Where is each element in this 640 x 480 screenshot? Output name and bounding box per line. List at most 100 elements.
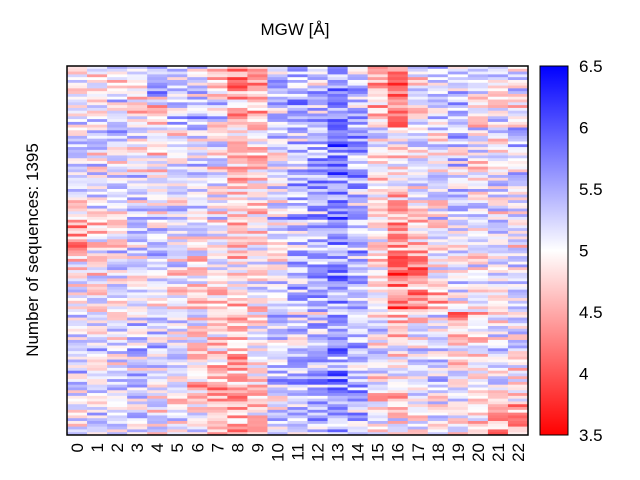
heatmap-cell xyxy=(87,211,108,215)
heatmap-cell xyxy=(107,325,128,330)
heatmap-cell xyxy=(327,426,349,430)
heatmap-cell xyxy=(127,309,148,313)
heatmap-cell xyxy=(427,264,449,268)
heatmap-cell xyxy=(427,253,449,257)
heatmap-cell xyxy=(87,432,108,436)
heatmap-cell xyxy=(507,356,529,360)
heatmap-cell xyxy=(367,91,389,95)
heatmap-cell xyxy=(427,110,449,114)
heatmap-cell xyxy=(287,191,308,195)
heatmap-cell xyxy=(267,258,288,263)
heatmap-cell xyxy=(327,398,349,402)
heatmap-cell xyxy=(107,270,128,274)
heatmap-cell xyxy=(367,158,389,162)
heatmap-cell xyxy=(307,208,328,212)
heatmap-cell xyxy=(387,211,409,215)
heatmap-cell xyxy=(327,247,349,251)
heatmap-cell xyxy=(447,216,469,221)
heatmap-cell xyxy=(387,214,409,218)
heatmap-cell xyxy=(487,272,509,277)
heatmap-cell xyxy=(367,247,389,251)
heatmap-cell xyxy=(207,353,228,358)
heatmap-cell xyxy=(427,401,449,405)
heatmap-cell xyxy=(387,370,409,374)
heatmap-cell xyxy=(247,337,268,341)
heatmap-cell xyxy=(327,407,349,411)
colorbar-tick-label: 6 xyxy=(579,119,588,138)
heatmap-cell xyxy=(467,141,489,145)
heatmap-cell xyxy=(447,236,469,240)
heatmap-cell xyxy=(507,306,529,310)
heatmap-cell xyxy=(127,228,148,232)
heatmap-cell xyxy=(487,247,509,251)
heatmap-cell xyxy=(307,314,328,318)
heatmap-cell xyxy=(147,370,168,374)
heatmap-cell xyxy=(387,270,409,274)
heatmap-cell xyxy=(407,116,429,120)
heatmap-cell xyxy=(507,393,529,397)
heatmap-cell xyxy=(67,334,88,338)
heatmap-cell xyxy=(127,135,148,140)
heatmap-cell xyxy=(187,423,208,428)
heatmap-cell xyxy=(347,292,369,296)
heatmap-cell xyxy=(167,177,188,182)
heatmap-cell xyxy=(187,102,208,106)
heatmap-cell xyxy=(327,74,349,78)
heatmap-cell xyxy=(427,138,449,142)
heatmap-cell xyxy=(407,169,429,173)
heatmap-cell xyxy=(387,79,409,84)
colorbar-tick-label: 5.5 xyxy=(579,180,603,199)
heatmap-cell xyxy=(427,133,449,137)
heatmap-cell xyxy=(467,253,489,257)
heatmap-cell xyxy=(287,208,308,212)
x-tick-label: 4 xyxy=(148,443,167,452)
heatmap-cell xyxy=(487,225,509,229)
heatmap-cell xyxy=(227,267,248,271)
heatmap-cell xyxy=(227,197,248,201)
heatmap-cell xyxy=(87,149,108,154)
heatmap-cell xyxy=(267,71,288,75)
heatmap-cell xyxy=(447,418,469,422)
heatmap-cell xyxy=(307,105,328,109)
heatmap-cell xyxy=(167,395,188,400)
heatmap-cell xyxy=(107,99,128,103)
heatmap-cell xyxy=(327,133,349,137)
heatmap-cell xyxy=(207,309,228,313)
heatmap-cell xyxy=(247,208,268,212)
heatmap-cell xyxy=(347,303,369,307)
heatmap-cell xyxy=(467,415,489,419)
heatmap-cell xyxy=(67,298,88,302)
heatmap-cell xyxy=(447,432,469,436)
heatmap-cell xyxy=(507,233,529,237)
heatmap-cell xyxy=(187,281,208,285)
heatmap-cell xyxy=(87,351,108,355)
heatmap-cell xyxy=(147,359,168,363)
heatmap-cell xyxy=(227,376,248,380)
heatmap-cell xyxy=(267,365,288,369)
heatmap-cell xyxy=(167,85,188,89)
heatmap-cell xyxy=(67,286,88,291)
heatmap-cell xyxy=(167,66,188,70)
heatmap-cell xyxy=(67,289,88,293)
heatmap-cell xyxy=(447,169,469,173)
heatmap-cell xyxy=(487,172,509,176)
heatmap-cell xyxy=(367,412,389,416)
heatmap-cell xyxy=(207,247,228,251)
heatmap-cell xyxy=(487,113,509,117)
heatmap-cell xyxy=(147,228,168,232)
heatmap-cell xyxy=(127,258,148,263)
heatmap-cell xyxy=(107,107,128,112)
heatmap-cell xyxy=(107,284,128,288)
heatmap-cell xyxy=(327,141,349,145)
heatmap-cell xyxy=(447,256,469,260)
heatmap-cell xyxy=(87,194,108,198)
heatmap-cell xyxy=(507,191,529,195)
heatmap-cell xyxy=(307,222,328,226)
heatmap-cell xyxy=(387,155,409,159)
heatmap-cell xyxy=(287,144,308,148)
heatmap-cell xyxy=(447,253,469,257)
heatmap-cell xyxy=(87,370,108,374)
heatmap-cell xyxy=(347,189,369,193)
heatmap-cell xyxy=(327,370,349,374)
heatmap-cell xyxy=(347,432,369,436)
